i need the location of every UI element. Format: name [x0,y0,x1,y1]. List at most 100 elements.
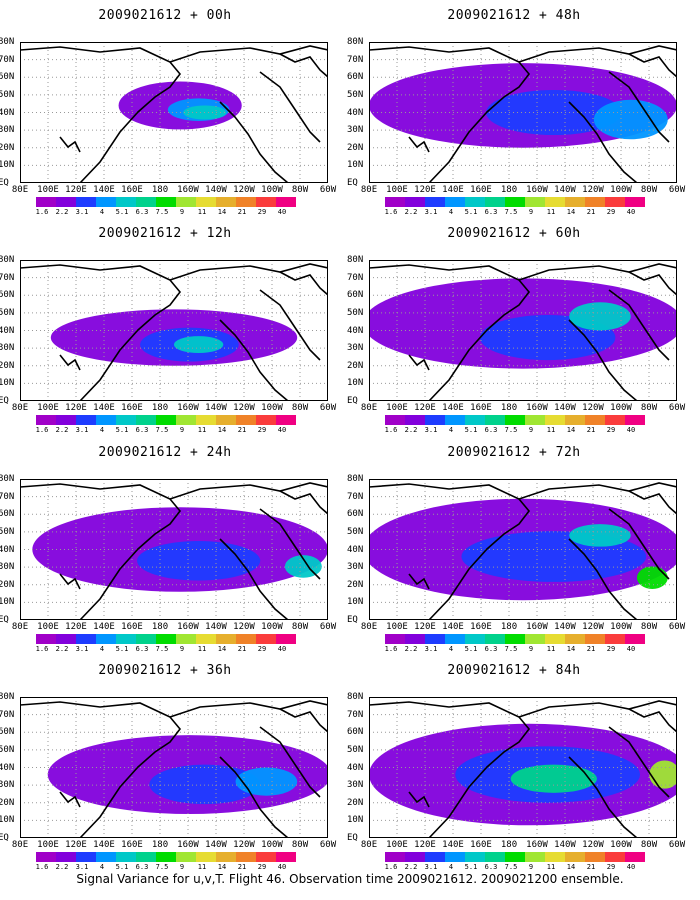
coastline [279,490,328,515]
colorbar-label: 5.1 [115,426,129,434]
panel-title: 2009021612 + 00h [98,8,232,23]
colorbar-swatch [216,634,236,644]
lat-tick-label: 40N [347,544,364,555]
colorbar-swatch [116,197,136,207]
lon-tick-label: 120E [65,185,87,195]
colorbar-swatch [56,634,76,644]
colorbar-label: 11 [197,208,207,216]
colorbar-label: 9 [528,645,534,653]
lat-tick-label: 20N [0,579,15,590]
lon-tick-label: 100W [610,840,632,850]
colorbar [36,634,296,644]
colorbar-swatch [565,197,585,207]
colorbar-label: 7.5 [155,863,169,871]
colorbar [36,415,296,425]
lat-tick-label: 80N [347,692,364,702]
lat-tick-label: 30N [0,125,15,136]
lat-tick-label: 80N [0,37,15,47]
colorbar-label: 4 [448,426,454,434]
colorbar-label: 3.1 [75,208,89,216]
coastline [369,264,531,401]
forecast-map [20,260,328,401]
colorbar-swatch [196,634,216,644]
lon-tick-label: 140W [554,185,576,195]
coastline [259,289,321,361]
map-panel: 2009021612 + 12h 80N 70N 60N 50N 40N 30N 20N 10N… [0,218,336,434]
lon-tick-label: 180 [500,185,518,195]
colorbar-label: 4 [99,426,105,434]
colorbar-swatch [196,415,216,425]
colorbar-swatch [156,634,176,644]
colorbar-label: 2.2 [55,208,69,216]
lat-tick-label: 50N [0,307,15,318]
colorbar [385,197,645,207]
lat-tick-label: 40N [0,762,15,773]
lat-tick-label: 60N [347,509,364,520]
colorbar-label: 29 [606,645,616,653]
lon-tick-label: 180 [151,185,169,195]
colorbar-swatch [465,634,485,644]
colorbar-swatch [156,197,176,207]
colorbar-label: 21 [586,208,596,216]
lon-tick-label: 80E [360,403,378,413]
lon-tick-label: 120E [414,622,436,632]
lon-tick-label: 80E [360,622,378,632]
coastline [408,136,430,153]
coastline [628,53,677,78]
colorbar-swatch [545,634,565,644]
colorbar-label: 14 [217,863,227,871]
colorbar-label: 29 [257,645,267,653]
colorbar-swatch [425,197,445,207]
lon-tick-label: 140E [93,403,115,413]
colorbar-swatch [256,197,276,207]
lat-tick-label: 60N [0,290,15,301]
variance-shading [149,764,261,805]
colorbar-swatch [565,852,585,862]
colorbar-swatch [505,634,525,644]
map-panel: 2009021612 + 84h 80N 70N 60N 50N 40N 30N 20N 10N… [347,655,685,871]
coastline [169,700,328,718]
colorbar-label: 3.1 [424,208,438,216]
colorbar-label: 2.2 [55,426,69,434]
lat-tick-label: 20N [0,360,15,371]
lon-tick-label: 140E [442,403,464,413]
lon-tick-label: 120W [233,403,255,413]
lon-tick-label: 80E [11,403,29,413]
coastline [279,53,328,78]
coastline [568,319,638,401]
colorbar-label: 40 [277,426,287,434]
lat-tick-label: EQ [347,615,358,625]
colorbar-swatch [505,415,525,425]
lat-tick-label: 10N [347,378,364,389]
panel-title: 2009021612 + 48h [447,8,581,23]
lat-tick-label: 70N [347,272,364,283]
map-frame [20,260,328,401]
colorbar-swatch [505,197,525,207]
lat-tick-label: 70N [347,709,364,720]
coastline [259,71,321,143]
coastline [628,271,677,296]
lat-tick-label: 40N [347,107,364,118]
colorbar-label: 14 [566,863,576,871]
colorbar-label: 9 [179,645,185,653]
colorbar-swatch [605,634,625,644]
colorbar-label: 14 [217,426,227,434]
colorbar-label: 7.5 [155,208,169,216]
lon-tick-label: 120W [233,840,255,850]
lon-tick-label: 160W [177,403,199,413]
variance-shading [569,302,631,331]
lon-tick-label: 120E [414,840,436,850]
colorbar-swatch [445,197,465,207]
lon-tick-label: 100E [37,403,59,413]
lat-tick-label: 70N [0,709,15,720]
coastline [628,708,677,733]
lon-tick-label: 160E [470,185,492,195]
lon-tick-label: 100W [261,622,283,632]
forecast-map [20,479,328,620]
panel-title: 2009021612 + 12h [98,226,232,241]
lat-tick-label: 60N [347,727,364,738]
map-frame [20,479,328,620]
coastline [59,573,81,590]
lon-tick-label: 100W [610,622,632,632]
lat-tick-label: 10N [0,160,15,171]
